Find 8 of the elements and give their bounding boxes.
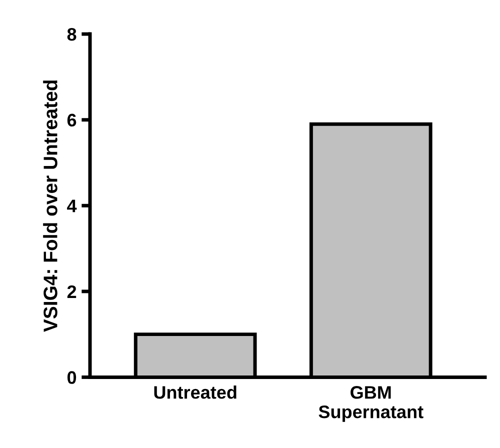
y-tick-label: 4	[67, 200, 77, 212]
x-tick-label: Untreated	[154, 386, 236, 399]
y-tick-label: 0	[67, 371, 76, 384]
y-tick-label: 2	[67, 285, 76, 298]
y-axis-title: VSIG4: Fold over Untreated	[43, 80, 58, 332]
x-tick-label: GBM Supernatant	[318, 386, 424, 422]
y-tick-label: 6	[67, 114, 76, 127]
y-tick-label: 8	[67, 28, 76, 41]
